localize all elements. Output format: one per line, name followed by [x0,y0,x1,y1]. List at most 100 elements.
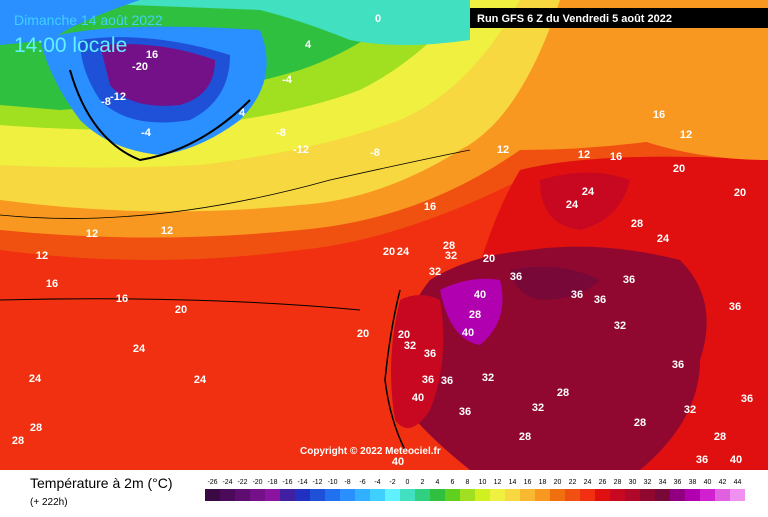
legend-lead: (+ 222h) [30,497,68,508]
scale-cell [400,489,415,501]
contour-label: 16 [46,278,58,290]
contour-label: -8 [276,127,286,139]
contour-label: 16 [146,49,158,61]
contour-label: 12 [36,250,48,262]
coast [69,69,251,162]
scale-label: 8 [466,479,470,486]
run-box [470,8,768,28]
scale-label: 16 [524,479,532,486]
scale-cell [310,489,325,501]
contour-label: 20 [734,187,746,199]
contour-label: 16 [610,151,622,163]
scale-label: -20 [252,479,262,486]
scale-label: 18 [539,479,547,486]
contour-label: 20 [673,163,685,175]
contour-label: 36 [441,375,453,387]
scale-label: 44 [734,479,742,486]
scale-label: 24 [584,479,592,486]
contour-label: 12 [86,228,98,240]
run: Run GFS 6 Z du Vendredi 5 août 2022 [477,13,672,25]
scale-label: -26 [207,479,217,486]
contour-label: 40 [462,327,474,339]
contour-label: 36 [696,454,708,466]
hot [510,266,600,300]
scale-label: 40 [704,479,712,486]
scale-cell [655,489,670,501]
scale-cell [445,489,460,501]
contour-label: 28 [631,218,643,230]
contour-label: -20 [132,61,148,73]
scale-cell [730,489,745,501]
contour-label: 32 [614,320,626,332]
contour-label: 36 [510,271,522,283]
contour-label: 36 [672,359,684,371]
scale-cell [685,489,700,501]
contour [0,149,471,219]
contour-label: 28 [443,240,455,252]
contour-label: 28 [519,431,531,443]
contour-label: 24 [29,373,42,385]
scale-cell [220,489,235,501]
scale-cell [250,489,265,501]
scale-cell [430,489,445,501]
contour-label: 28 [12,435,24,447]
scale-cell [625,489,640,501]
scale-label: 14 [509,479,517,486]
hot [440,278,503,345]
zone [620,80,768,160]
contour-label: 0 [375,13,381,25]
scale-cell [205,489,220,501]
coast [384,289,406,451]
scale-label: 32 [644,479,652,486]
scale-label: -6 [359,479,365,486]
scale-cell [235,489,250,501]
scale-cell [370,489,385,501]
contour-label: 12 [680,129,692,141]
scale-label: 22 [569,479,577,486]
scale-cell [670,489,685,501]
contour-label: 20 [383,246,395,258]
contour-label: 40 [412,392,424,404]
scale-cell [610,489,625,501]
greenland [100,44,215,106]
contour-label: 24 [566,199,579,211]
contour-label: 24 [657,233,670,245]
contour-label: -12 [110,91,126,103]
scale-cell [700,489,715,501]
scale-cell [355,489,370,501]
contour-label: 36 [741,393,753,405]
contour-label: 36 [571,289,583,301]
contour-label: 12 [578,149,590,161]
scale-cell [535,489,550,501]
scale-cell [565,489,580,501]
contour-label: 24 [582,186,595,198]
scale-cell [580,489,595,501]
contour-label: 20 [398,329,410,341]
contour-label: 20 [357,328,369,340]
contour-label: 40 [392,456,404,468]
contour-label: 32 [404,340,416,352]
contour-label: 36 [623,274,635,286]
scale-label: 2 [421,479,425,486]
scale-cell [550,489,565,501]
europe [540,172,630,230]
scale-cell [520,489,535,501]
scale-label: 26 [599,479,607,486]
scale-label: -2 [389,479,395,486]
iberia [391,295,444,428]
scale-cell [325,489,340,501]
contour-label: 16 [424,201,436,213]
contour-label: 36 [424,348,436,360]
contour-label: 28 [634,417,646,429]
scale-cell [415,489,430,501]
contour-label: 36 [594,294,606,306]
contour-label: 32 [429,266,441,278]
contour-label: -4 [282,74,293,86]
scale-label: -16 [282,479,292,486]
legend-title: Température à 2m (°C) [30,475,173,491]
contour-label: 32 [532,402,544,414]
contour-label: 24 [194,374,207,386]
contour-label: -4 [141,127,152,139]
